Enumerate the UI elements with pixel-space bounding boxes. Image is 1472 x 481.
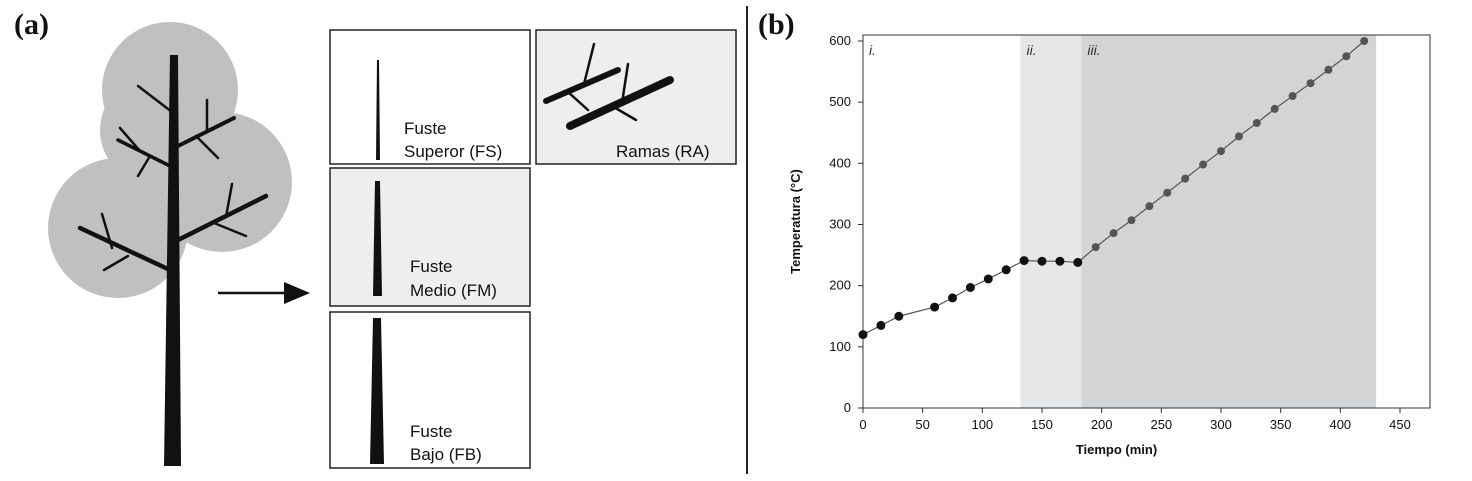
x-tick-label: 300 bbox=[1210, 417, 1232, 432]
data-point bbox=[1145, 202, 1154, 211]
fb-label-line1: Fuste bbox=[410, 422, 453, 441]
data-point bbox=[1342, 52, 1351, 61]
data-point bbox=[1073, 257, 1083, 267]
x-tick-label: 150 bbox=[1031, 417, 1053, 432]
stage-label-2: ii. bbox=[1027, 42, 1037, 58]
data-point bbox=[1001, 265, 1011, 275]
y-tick-label: 300 bbox=[829, 217, 851, 232]
data-point bbox=[1217, 147, 1225, 156]
temperature-series bbox=[858, 37, 1369, 340]
fm-label-line1: Fuste bbox=[410, 257, 453, 276]
x-tick-label: 100 bbox=[971, 417, 993, 432]
tree-diagram: Fuste Superor (FS) Ramas (RA) Fuste Medi… bbox=[48, 22, 737, 469]
x-tick-label: 50 bbox=[915, 417, 929, 432]
y-axis-label: Temperatura (°C) bbox=[788, 169, 803, 274]
y-tick-label: 0 bbox=[844, 400, 851, 415]
data-point bbox=[858, 330, 868, 340]
y-tick-label: 500 bbox=[829, 94, 851, 109]
panel-label-a: (a) bbox=[14, 8, 49, 41]
fb-label-line2: Bajo (FB) bbox=[410, 445, 482, 464]
data-point bbox=[1306, 79, 1315, 88]
stage-label-3: iii. bbox=[1087, 42, 1100, 58]
fm-label-line2: Medio (FM) bbox=[410, 281, 497, 300]
data-point bbox=[894, 311, 904, 321]
tree-trunk bbox=[164, 55, 181, 466]
ra-label: Ramas (RA) bbox=[616, 142, 710, 161]
panel-divider bbox=[746, 6, 748, 474]
y-tick-label: 100 bbox=[829, 339, 851, 354]
data-point bbox=[1270, 104, 1279, 113]
data-point bbox=[1288, 92, 1297, 101]
x-tick-label: 250 bbox=[1150, 417, 1172, 432]
data-point bbox=[1019, 256, 1029, 266]
x-tick-label: 400 bbox=[1329, 417, 1351, 432]
y-tick-label: 600 bbox=[829, 33, 851, 48]
data-point bbox=[1091, 243, 1100, 252]
arrow-icon bbox=[218, 282, 310, 304]
data-point bbox=[1360, 37, 1369, 45]
data-point bbox=[1163, 188, 1172, 197]
data-point bbox=[948, 293, 957, 303]
series-line bbox=[862, 40, 1365, 336]
box-ramas: Ramas (RA) bbox=[535, 29, 737, 165]
stage-region-3 bbox=[1081, 35, 1377, 408]
stage-region-2 bbox=[1020, 35, 1082, 408]
data-point bbox=[1324, 65, 1333, 74]
data-point bbox=[1037, 256, 1047, 266]
panel-label-b: (b) bbox=[758, 8, 795, 41]
x-tick-label: 200 bbox=[1091, 417, 1113, 432]
data-point bbox=[983, 274, 993, 284]
data-point bbox=[1252, 118, 1261, 127]
x-tick-label: 450 bbox=[1389, 417, 1411, 432]
data-point bbox=[1199, 160, 1208, 169]
box-fuste-medio: Fuste Medio (FM) bbox=[329, 167, 531, 307]
data-point bbox=[876, 320, 886, 330]
box-fuste-superior: Fuste Superor (FS) bbox=[329, 29, 531, 165]
x-axis-label: Tiempo (min) bbox=[1076, 442, 1157, 457]
data-point bbox=[1055, 256, 1065, 266]
y-tick-label: 400 bbox=[829, 155, 851, 170]
data-point bbox=[1109, 229, 1118, 238]
stage-regions: i. ii. iii. bbox=[869, 35, 1377, 408]
data-point bbox=[930, 302, 940, 312]
fs-label-line2: Superor (FS) bbox=[404, 142, 502, 161]
chart-axes: 0 50 100 150 200 250 300 350 400 450 0 100 200 300 400… bbox=[829, 33, 1431, 432]
data-point bbox=[1234, 132, 1243, 141]
x-tick-label: 0 bbox=[859, 417, 866, 432]
data-point bbox=[965, 283, 975, 293]
y-tick-label: 200 bbox=[829, 278, 851, 293]
fs-label-line1: Fuste bbox=[404, 119, 447, 138]
plot-frame bbox=[862, 34, 1431, 409]
data-point bbox=[1127, 216, 1136, 225]
tree-branches bbox=[77, 84, 269, 273]
stage-label-1: i. bbox=[869, 42, 876, 58]
x-tick-label: 350 bbox=[1270, 417, 1292, 432]
temperature-chart: i. ii. iii. 0 50 100 150 200 250 300 350 400 450 0 10… bbox=[788, 33, 1431, 457]
box-fuste-bajo: Fuste Bajo (FB) bbox=[329, 311, 531, 469]
data-point bbox=[1181, 174, 1190, 183]
